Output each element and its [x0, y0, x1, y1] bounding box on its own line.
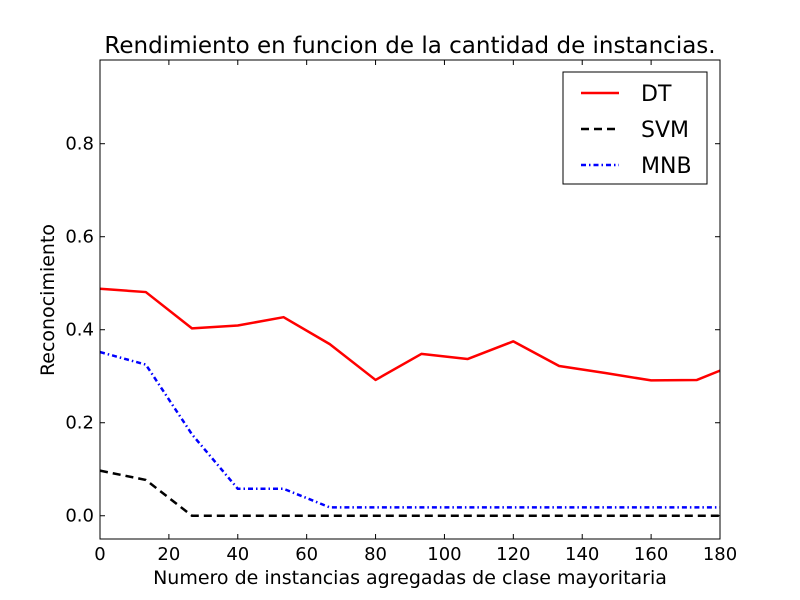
plot-frame: [99, 59, 721, 540]
x-tick-label: 20: [157, 544, 180, 565]
y-axis-label: Reconocimiento: [37, 224, 59, 376]
x-tick-label: 120: [496, 544, 530, 565]
series-line-dt: [99, 287, 721, 382]
x-tick-label: 100: [427, 544, 461, 565]
x-tick-label: 40: [226, 544, 249, 565]
y-tick-label: 0.4: [65, 320, 94, 341]
y-tick-label: 0.2: [65, 413, 94, 434]
x-axis-label: Numero de instancias agregadas de clase …: [153, 567, 667, 589]
series-line-svm: [99, 469, 720, 517]
y-tick-label: 0.8: [65, 134, 94, 155]
y-tick-label: 0.6: [65, 227, 94, 248]
x-tick-label: 160: [634, 544, 668, 565]
chart-title: Rendimiento en funcion de la cantidad de…: [104, 33, 715, 59]
x-tick-label: 140: [565, 544, 599, 565]
x-tick-label: 60: [295, 544, 318, 565]
legend-label-svm: SVM: [641, 118, 689, 143]
legend: DT SVM MNB: [562, 71, 708, 185]
x-tick-label: 180: [703, 544, 737, 565]
series-layer: [99, 287, 721, 517]
y-tick-label: 0.0: [65, 506, 94, 527]
x-tick-label: 80: [364, 544, 387, 565]
x-tick-label: 0: [94, 544, 105, 565]
legend-label-dt: DT: [641, 82, 672, 107]
y-axis-ticks: 0.0 0.2 0.4 0.6 0.8: [65, 134, 720, 527]
x-axis-ticks: 0 20 40 60 80 100 120 140 160 180: [94, 60, 737, 565]
legend-label-mnb: MNB: [641, 154, 692, 179]
series-line-mnb: [99, 350, 720, 509]
